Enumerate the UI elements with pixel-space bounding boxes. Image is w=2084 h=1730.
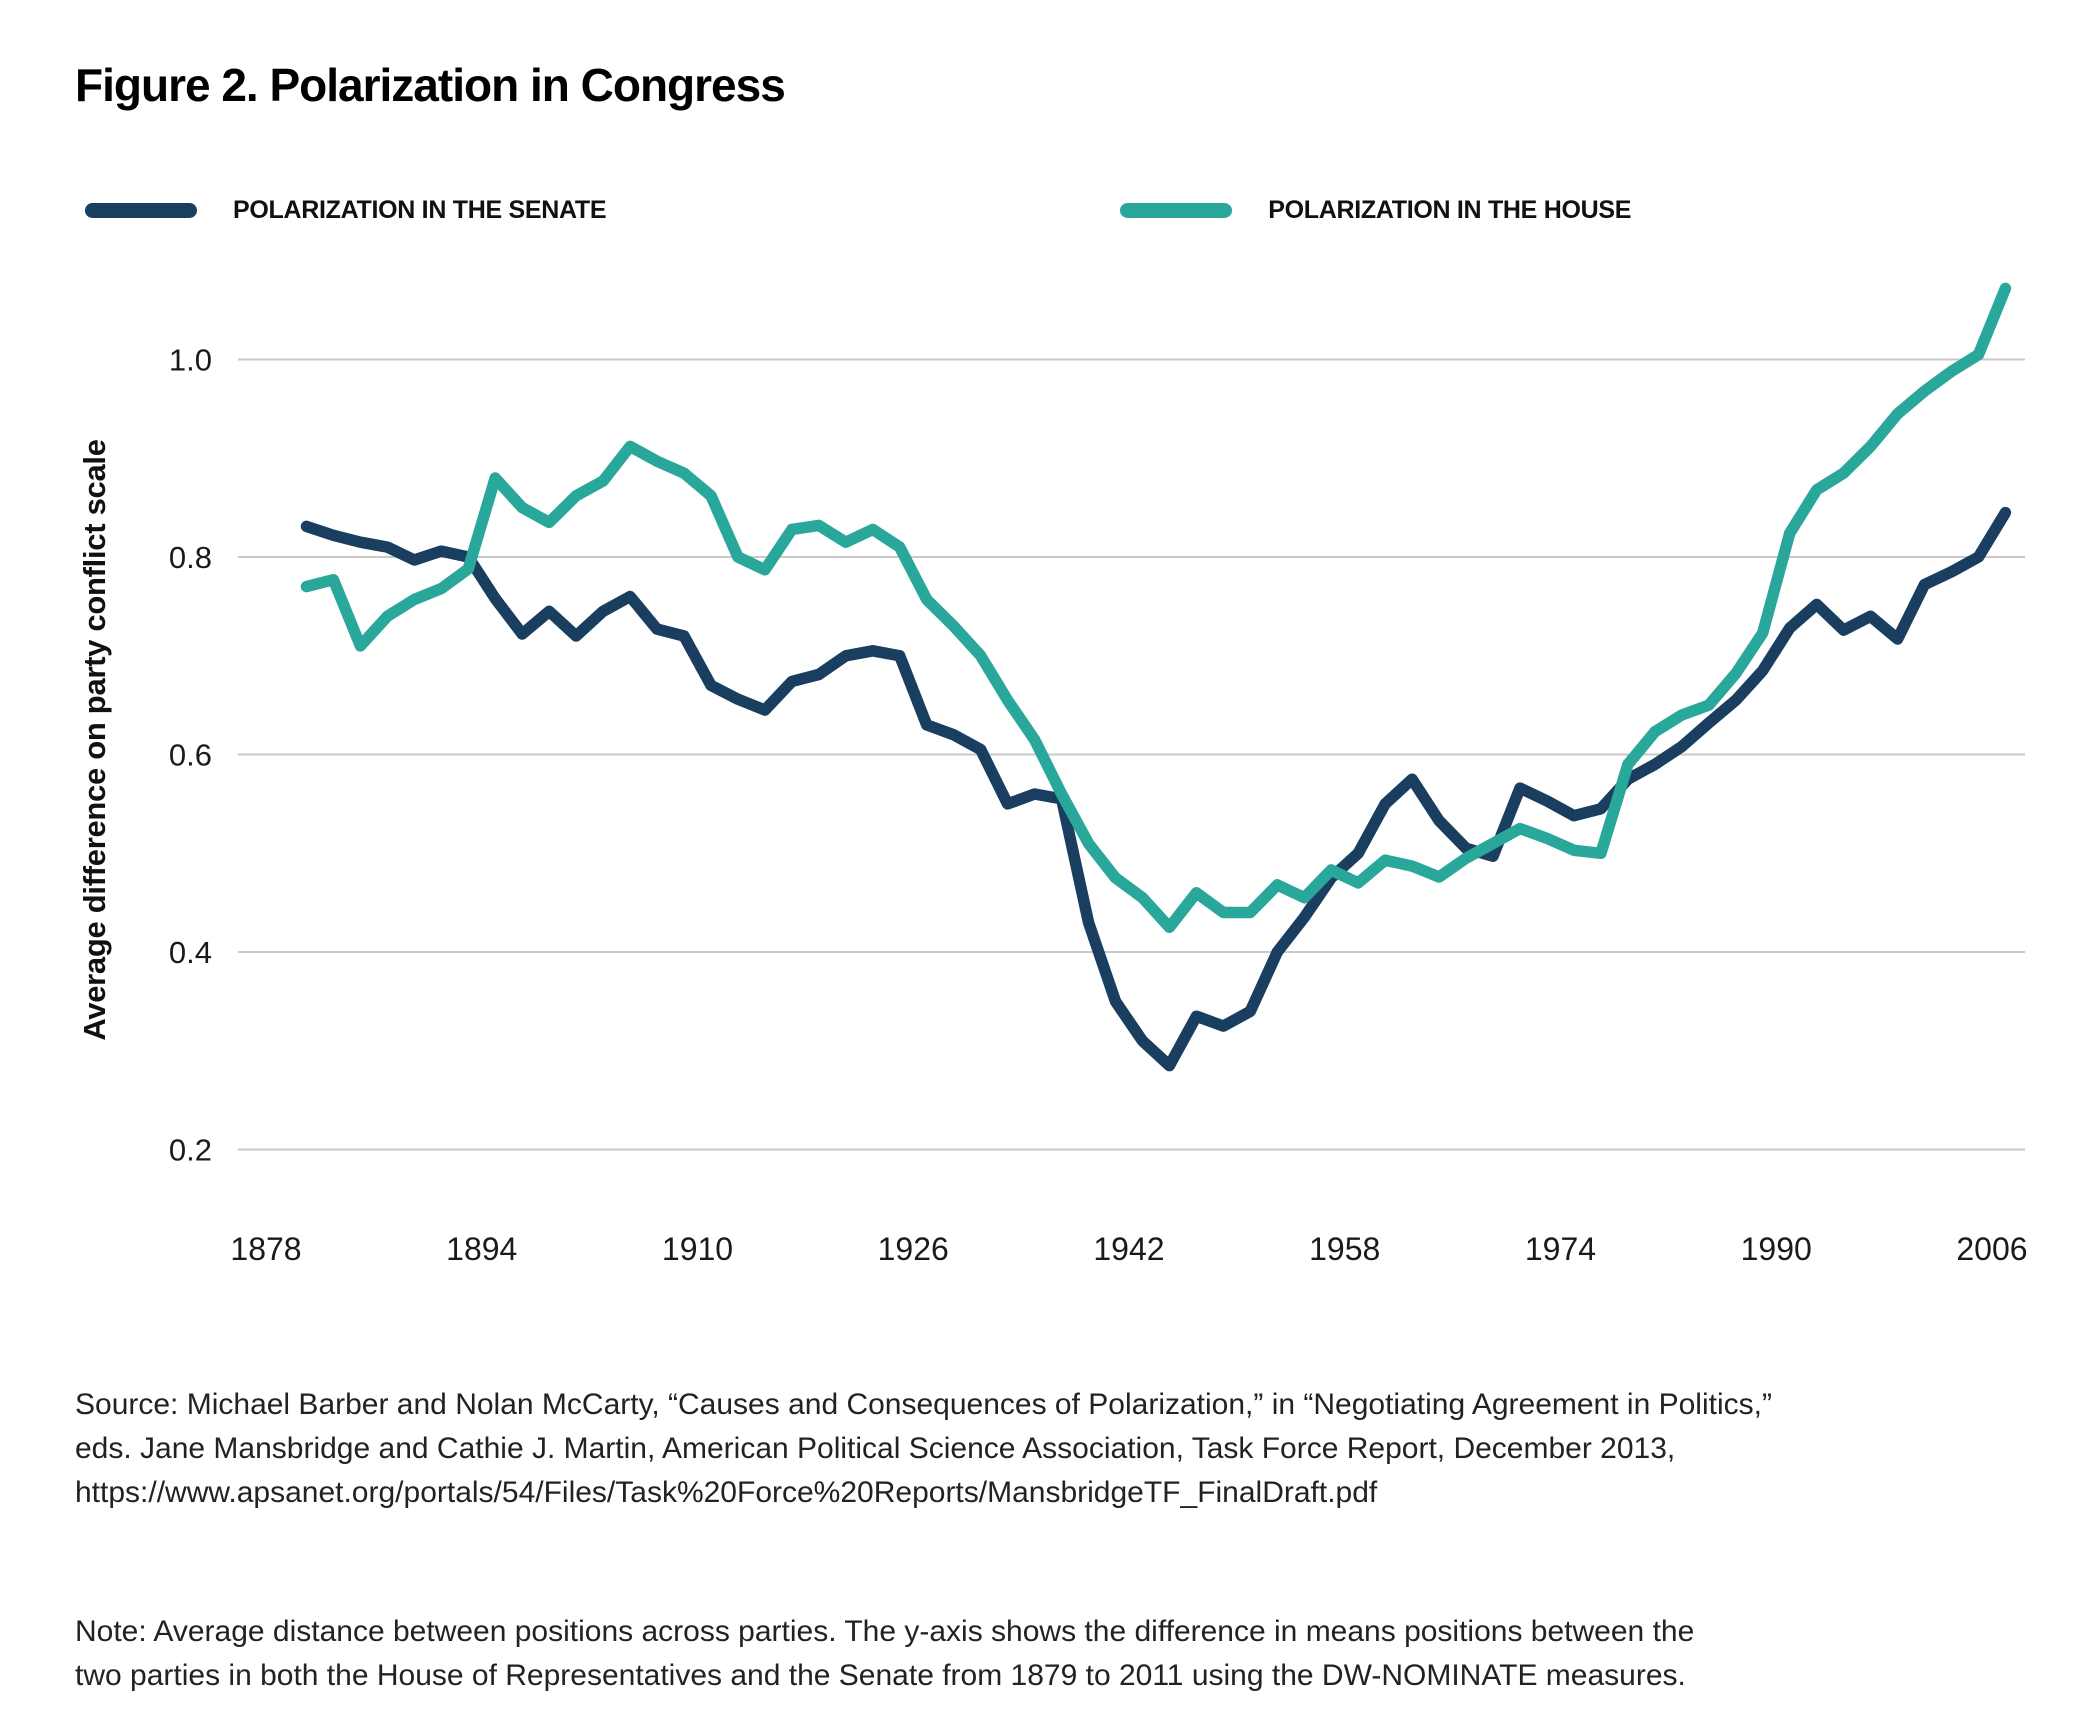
senate-series-line (300, 506, 2012, 1072)
legend-item-house: POLARIZATION IN THE HOUSE (1120, 196, 1631, 225)
source-text: Source: Michael Barber and Nolan McCarty… (75, 1383, 1772, 1515)
y-axis-label: Average difference on party conflict sca… (77, 439, 112, 1040)
y-tick-label-0.8: 0.8 (169, 540, 212, 575)
senate-line-swatch-icon (85, 203, 197, 218)
note-line-1: Note: Average distance between positions… (75, 1615, 1695, 1648)
note-text: Note: Average distance between positions… (75, 1610, 1694, 1698)
x-tick-label-1878: 1878 (230, 1231, 301, 1267)
house-series-line (300, 282, 2012, 934)
source-line-2: eds. Jane Mansbridge and Cathie J. Marti… (75, 1432, 1676, 1465)
legend-label-house: POLARIZATION IN THE HOUSE (1268, 196, 1632, 224)
x-tick-label-1958: 1958 (1309, 1231, 1380, 1267)
x-tick-label-2006: 2006 (1956, 1231, 2027, 1267)
x-tick-label-1990: 1990 (1741, 1231, 1812, 1267)
source-line-1: Source: Michael Barber and Nolan McCarty… (75, 1388, 1772, 1421)
polarization-line-chart: 1.0 0.8 0.6 0.4 0.2 1878 1894 1910 1926 1942 1958 1… (77, 282, 2028, 1267)
chart-legend: POLARIZATION IN THE SENATE POLARIZATION … (85, 196, 1631, 225)
source-line-3: https://www.apsanet.org/portals/54/Files… (75, 1476, 1378, 1509)
legend-label-senate: POLARIZATION IN THE SENATE (233, 196, 607, 224)
note-line-2: two parties in both the House of Represe… (75, 1659, 1686, 1692)
x-tick-label-1910: 1910 (662, 1231, 733, 1267)
house-line-swatch-icon (1120, 203, 1233, 218)
x-tick-label-1926: 1926 (878, 1231, 949, 1267)
y-tick-label-0.4: 0.4 (169, 935, 212, 970)
y-tick-label-0.6: 0.6 (169, 738, 212, 773)
y-tick-label-0.2: 0.2 (169, 1133, 212, 1168)
legend-item-senate: POLARIZATION IN THE SENATE (85, 196, 607, 225)
y-tick-label-1.0: 1.0 (169, 343, 212, 378)
x-tick-label-1974: 1974 (1525, 1231, 1596, 1267)
x-tick-label-1942: 1942 (1093, 1231, 1164, 1267)
figure-title: Figure 2. Polarization in Congress (75, 59, 786, 111)
x-tick-label-1894: 1894 (446, 1231, 517, 1267)
